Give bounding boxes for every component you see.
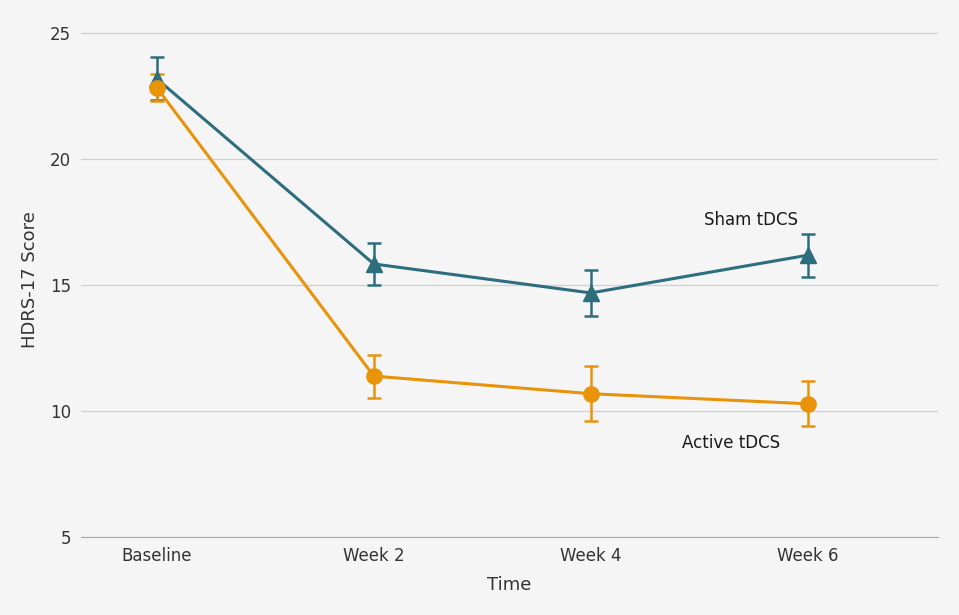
X-axis label: Time: Time xyxy=(487,576,531,594)
Y-axis label: HDRS-17 Score: HDRS-17 Score xyxy=(21,211,38,347)
Text: Active tDCS: Active tDCS xyxy=(682,434,781,452)
Text: Sham tDCS: Sham tDCS xyxy=(704,211,798,229)
